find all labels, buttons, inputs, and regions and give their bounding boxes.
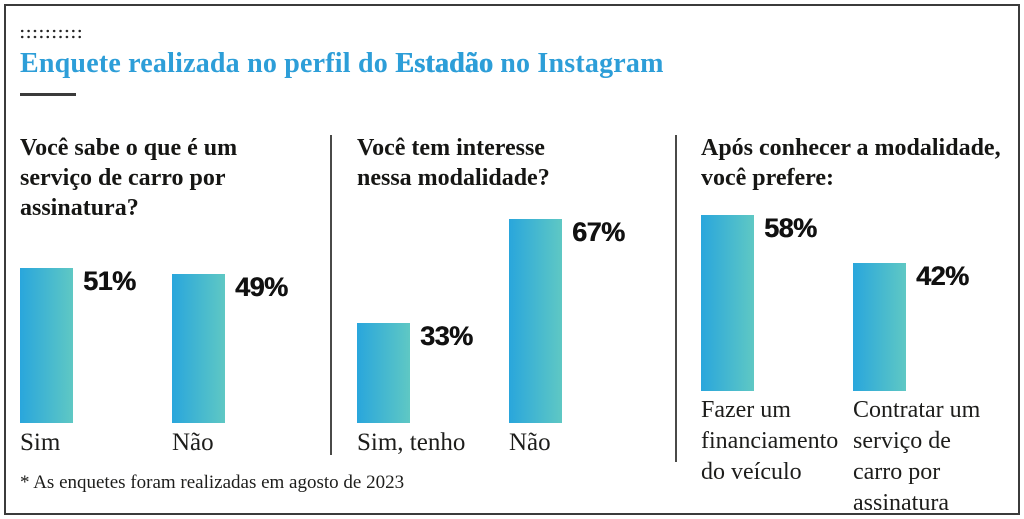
- panel-divider-2: [675, 135, 677, 462]
- dots-decoration: [19, 28, 83, 39]
- chart3-bar-assinatura: 42%: [853, 261, 969, 391]
- chart2-question: Você tem interesse nessa modalidade?: [357, 135, 550, 191]
- chart1-category-nao: Não: [172, 429, 214, 456]
- page-title-prefix: Enquete realizada no perfil do: [20, 48, 396, 79]
- chart1-bar-sim-value-label: 51%: [83, 265, 136, 296]
- chart2-bar-nao-value-label: 67%: [572, 217, 625, 248]
- chart3-bar-assinatura-value-label: 42%: [916, 261, 969, 292]
- page-title: Enquete realizada no perfil do Estadão n…: [20, 48, 664, 80]
- chart2-bar-nao: 67%: [509, 217, 625, 423]
- panel-divider-1: [330, 135, 332, 455]
- chart1-bar-nao: 49%: [172, 272, 288, 423]
- chart3-bar-financiamento: 58%: [701, 213, 817, 391]
- chart1-category-sim: Sim: [20, 429, 61, 456]
- chart2-category-nao: Não: [509, 429, 551, 456]
- page-title-suffix: no Instagram: [493, 48, 664, 79]
- chart2-category-sim-tenho: Sim, tenho: [357, 429, 466, 456]
- footnote: * As enquetes foram realizadas em agosto…: [20, 472, 405, 493]
- chart2-bar-sim-tenho-value-label: 33%: [420, 320, 473, 351]
- chart2-bar-sim-tenho: 33%: [357, 321, 473, 423]
- chart1-bar-nao-value-label: 49%: [235, 272, 288, 303]
- chart3-bar-financiamento-value-label: 58%: [764, 212, 817, 243]
- chart1-question: Você sabe o que é um serviço de carro po…: [20, 135, 238, 221]
- title-underline: [20, 93, 76, 96]
- chart3-question: Após conhecer a modalidade, você prefere…: [701, 135, 1001, 191]
- chart1-bar-sim: 51%: [20, 266, 136, 423]
- chart3-category-assinatura: Contratar um serviço de carro por assina…: [853, 397, 981, 516]
- page-title-brand: Estadão: [395, 48, 494, 79]
- chart3-category-financiamento: Fazer um financiamento do veículo: [701, 397, 839, 485]
